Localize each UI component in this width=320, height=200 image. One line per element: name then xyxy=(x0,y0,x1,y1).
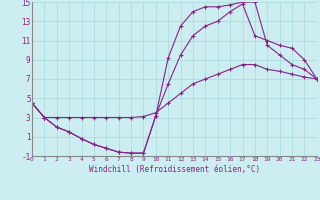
X-axis label: Windchill (Refroidissement éolien,°C): Windchill (Refroidissement éolien,°C) xyxy=(89,165,260,174)
